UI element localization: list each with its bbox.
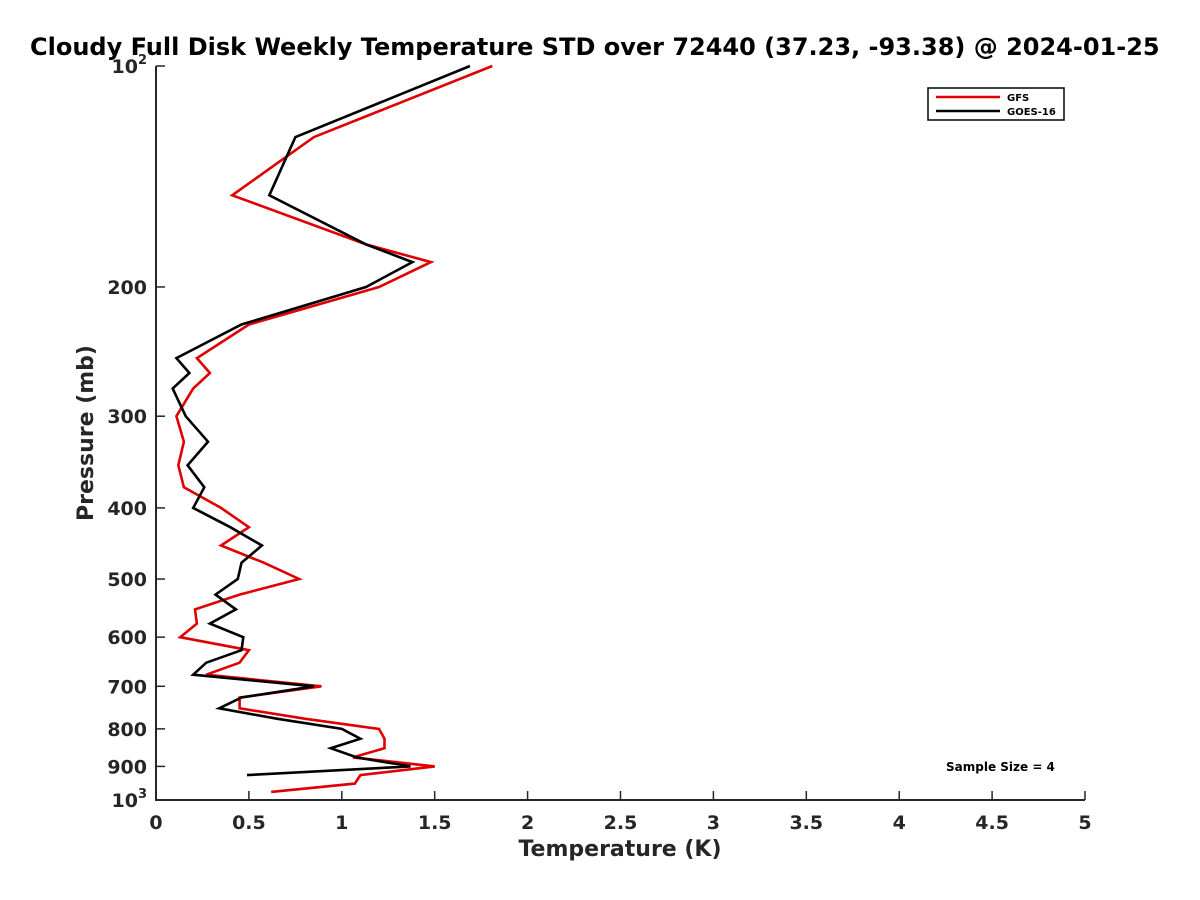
x-tick-label: 2 — [521, 812, 534, 834]
legend: GFS GOES-16 — [927, 87, 1065, 121]
y-tick-label: 400 — [107, 498, 147, 520]
y-tick-label: 103 — [112, 787, 148, 812]
series-line-goes-16 — [171, 64, 471, 777]
y-tick-label: 500 — [107, 569, 147, 591]
x-tick-label: 3 — [707, 812, 720, 834]
y-tick-label: 300 — [107, 406, 147, 428]
y-tick-label: 102 — [112, 53, 148, 78]
x-tick-label: 0.5 — [232, 812, 266, 834]
x-tick-label: 0 — [149, 812, 162, 834]
series-layer — [171, 64, 493, 794]
sample-size-annotation: Sample Size = 4 — [946, 760, 1055, 774]
y-ticks: 102 200 300 400 500 600 700 800 900 103 — [107, 53, 165, 812]
y-tick-label: 600 — [107, 627, 147, 649]
x-tick-label: 3.5 — [789, 812, 823, 834]
y-tick-label: 200 — [107, 277, 147, 299]
chart-title: Cloudy Full Disk Weekly Temperature STD … — [30, 33, 1160, 61]
y-tick-label: 800 — [107, 719, 147, 741]
y-tick-label: 700 — [107, 676, 147, 698]
y-tick-label: 900 — [107, 756, 147, 778]
plot-area: 0 0.5 1 1.5 2 2.5 3 3.5 4 4.5 5 102 200 300 400 500 600… — [107, 53, 1091, 834]
x-tick-label: 1 — [335, 812, 348, 834]
x-axis-label: Temperature (K) — [518, 837, 721, 862]
y-axis-label: Pressure (mb) — [74, 345, 99, 521]
x-tick-label: 1.5 — [418, 812, 452, 834]
x-tick-label: 2.5 — [604, 812, 638, 834]
x-tick-label: 4.5 — [975, 812, 1009, 834]
x-ticks: 0 0.5 1 1.5 2 2.5 3 3.5 4 4.5 5 — [149, 791, 1092, 834]
x-tick-label: 5 — [1078, 812, 1091, 834]
legend-label-goes: GOES-16 — [1007, 107, 1056, 118]
series-line-gfs — [174, 64, 493, 794]
x-tick-label: 4 — [893, 812, 906, 834]
legend-label-gfs: GFS — [1007, 93, 1029, 104]
legend-box — [927, 87, 1065, 121]
